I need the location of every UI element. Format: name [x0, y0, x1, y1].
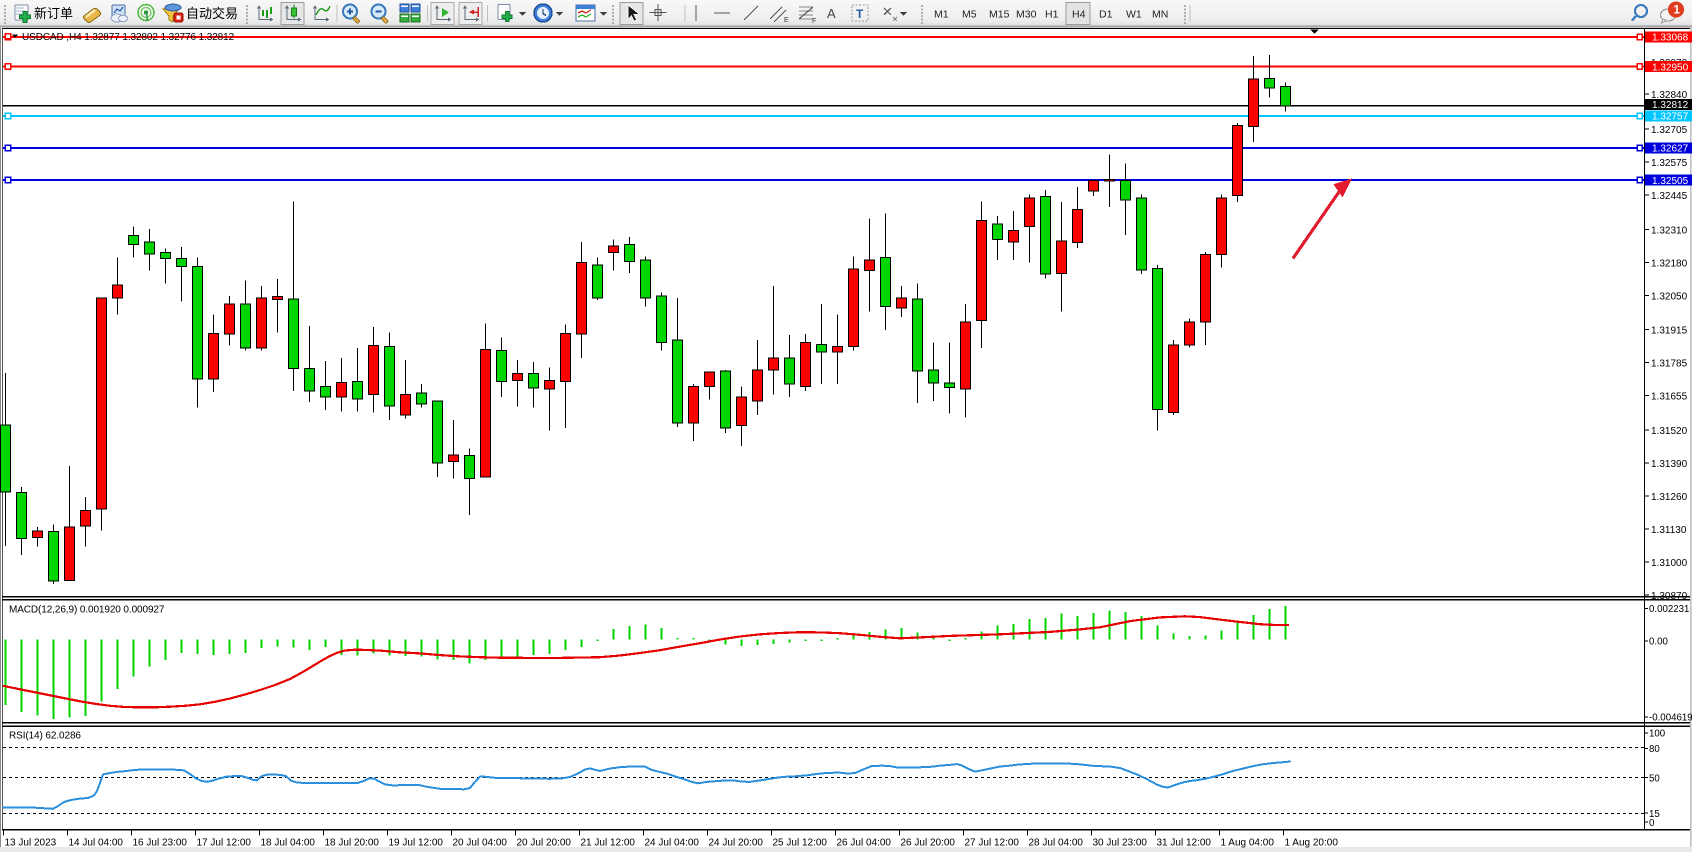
svg-text:M1: M1 [934, 9, 949, 21]
svg-text:MACD(12,26,9) 0.001920 0.00092: MACD(12,26,9) 0.001920 0.000927 [9, 605, 165, 616]
svg-text:24 Jul 20:00: 24 Jul 20:00 [709, 838, 764, 849]
svg-text:D1: D1 [1099, 9, 1113, 21]
svg-text:26 Jul 20:00: 26 Jul 20:00 [901, 838, 956, 849]
svg-text:25 Jul 12:00: 25 Jul 12:00 [773, 838, 828, 849]
svg-text:1.31655: 1.31655 [1651, 392, 1688, 403]
svg-text:1.31390: 1.31390 [1651, 459, 1688, 470]
svg-text:1 Aug 04:00: 1 Aug 04:00 [1221, 838, 1275, 849]
svg-text:31 Jul 12:00: 31 Jul 12:00 [1157, 838, 1212, 849]
svg-text:1.31130: 1.31130 [1651, 525, 1687, 536]
svg-text:1.31000: 1.31000 [1651, 558, 1688, 569]
svg-text:A: A [827, 6, 836, 21]
svg-text:W1: W1 [1126, 9, 1142, 21]
svg-text:0.002231: 0.002231 [1649, 604, 1689, 615]
svg-text:1.31785: 1.31785 [1651, 359, 1688, 370]
svg-text:1.31520: 1.31520 [1651, 426, 1688, 437]
svg-text:24 Jul 04:00: 24 Jul 04:00 [645, 838, 700, 849]
svg-text:1: 1 [1674, 5, 1681, 17]
svg-text:1.33068: 1.33068 [1652, 33, 1689, 44]
svg-text:新订单: 新订单 [34, 6, 73, 21]
svg-text:20 Jul 04:00: 20 Jul 04:00 [453, 838, 508, 849]
svg-text:0.00: 0.00 [1649, 637, 1668, 648]
svg-text:自动交易: 自动交易 [186, 6, 238, 21]
svg-text:26 Jul 04:00: 26 Jul 04:00 [837, 838, 892, 849]
svg-text:M30: M30 [1016, 9, 1037, 21]
svg-text:E: E [784, 17, 789, 24]
svg-text:1.30870: 1.30870 [1651, 591, 1688, 602]
svg-text:M15: M15 [989, 9, 1010, 21]
svg-text:H1: H1 [1045, 9, 1059, 21]
svg-text:F: F [812, 18, 816, 25]
svg-text:14 Jul 04:00: 14 Jul 04:00 [69, 838, 124, 849]
svg-text:-0.004619: -0.004619 [1649, 713, 1692, 724]
svg-text:1.32445: 1.32445 [1651, 191, 1688, 202]
svg-text:19 Jul 12:00: 19 Jul 12:00 [389, 838, 444, 849]
svg-text:100: 100 [1649, 729, 1666, 740]
svg-text:20 Jul 20:00: 20 Jul 20:00 [517, 838, 572, 849]
svg-text:1.32310: 1.32310 [1651, 225, 1688, 236]
svg-text:15: 15 [1649, 809, 1660, 820]
svg-text:30 Jul 23:00: 30 Jul 23:00 [1093, 838, 1148, 849]
svg-text:1.32627: 1.32627 [1652, 144, 1689, 155]
svg-text:MN: MN [1152, 9, 1168, 21]
svg-text:RSI(14) 62.0286: RSI(14) 62.0286 [9, 731, 81, 742]
svg-text:16 Jul 23:00: 16 Jul 23:00 [133, 838, 188, 849]
svg-text:1.32180: 1.32180 [1651, 258, 1688, 269]
svg-text:27 Jul 12:00: 27 Jul 12:00 [965, 838, 1020, 849]
svg-text:1.32840: 1.32840 [1651, 90, 1688, 101]
svg-text:1.31915: 1.31915 [1651, 326, 1688, 337]
svg-text:1.32705: 1.32705 [1651, 125, 1688, 136]
svg-text:0: 0 [1649, 818, 1655, 829]
svg-text:50: 50 [1649, 773, 1660, 784]
svg-text:1.32812: 1.32812 [1652, 100, 1689, 111]
svg-text:1.32505: 1.32505 [1652, 176, 1689, 187]
svg-text:1.32757: 1.32757 [1652, 112, 1689, 123]
svg-text:1.32050: 1.32050 [1651, 291, 1688, 302]
svg-text:18 Jul 04:00: 18 Jul 04:00 [261, 838, 316, 849]
svg-text:28 Jul 04:00: 28 Jul 04:00 [1029, 838, 1084, 849]
svg-text:17 Jul 12:00: 17 Jul 12:00 [197, 838, 252, 849]
svg-text:1.32575: 1.32575 [1651, 158, 1688, 169]
svg-text:13 Jul 2023: 13 Jul 2023 [5, 838, 57, 849]
svg-text:USDCAD ,H4 1.32877 1.32802 1.: USDCAD ,H4 1.32877 1.32802 1.32776 1.328… [22, 32, 235, 43]
svg-text:1 Aug 20:00: 1 Aug 20:00 [1285, 838, 1339, 849]
svg-text:18 Jul 20:00: 18 Jul 20:00 [325, 838, 380, 849]
svg-text:M5: M5 [962, 9, 977, 21]
svg-text:80: 80 [1649, 744, 1660, 755]
svg-text:1.32950: 1.32950 [1652, 62, 1689, 73]
svg-text:H4: H4 [1072, 9, 1086, 21]
svg-text:1.31260: 1.31260 [1651, 492, 1688, 503]
svg-text:T: T [856, 7, 864, 21]
svg-text:21 Jul 12:00: 21 Jul 12:00 [581, 838, 636, 849]
